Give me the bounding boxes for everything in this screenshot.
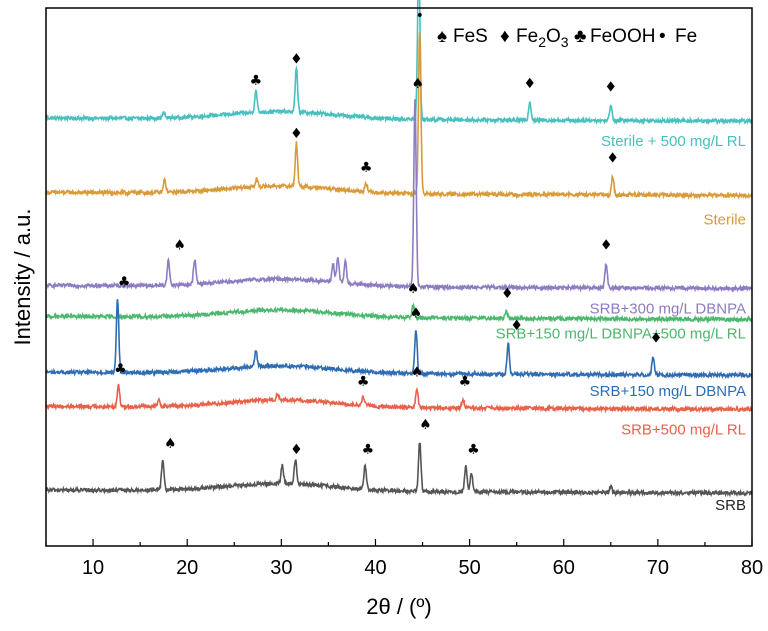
legend-label-3: Fe	[675, 26, 697, 47]
series-line-2	[45, 99, 753, 293]
x-tick-label-0: 10	[82, 557, 104, 579]
series-label-5: SRB+500 mg/L RL	[621, 421, 746, 438]
axis-layer: 10 20 30 40 50 60 70 80 2θ / (º) Intensity / a.u.	[10, 7, 763, 619]
phase-marker-3-1: ♦	[501, 286, 514, 302]
x-tick-label-1: 20	[176, 557, 198, 579]
legend-symbol-3: •	[659, 26, 666, 47]
marker-layer: ♣ ♦ • ♦ ♦ ♦ ♣ • ♦ ♠ ♠ ♦ ♠ ♦ ♣ ♠ ♦ ♦ ♣ ♣ ♠ ♣ ♠ ♦ ♣ ♠ ♣	[114, 8, 663, 458]
plot-frame	[45, 7, 753, 547]
phase-marker-2-0: ♠	[173, 237, 186, 253]
x-tick-label-7: 80	[741, 557, 763, 579]
phase-marker-1-2: •	[416, 8, 424, 24]
phase-marker-4-0: ♣	[118, 275, 131, 291]
legend-layer: ♠ FeS ♦ Fe2O3 ♣ FeOOH • Fe	[437, 26, 697, 50]
phase-marker-6-0: ♠	[164, 436, 177, 452]
phase-marker-5-1: ♣	[357, 374, 370, 390]
phase-marker-2-2: ♦	[600, 237, 613, 253]
phase-marker-5-2: ♠	[411, 365, 424, 381]
x-tick-label-2: 30	[270, 557, 292, 579]
series-line-0	[45, 0, 753, 126]
legend-label-0: FeS	[453, 26, 488, 47]
series-line-5	[45, 383, 753, 414]
x-tick-label-3: 40	[364, 557, 386, 579]
y-axis-title: Intensity / a.u.	[10, 209, 35, 346]
series-label-1: Sterile	[703, 211, 746, 228]
series-line-4	[45, 299, 753, 380]
series-label-2: SRB+300 mg/L DBNPA	[590, 300, 746, 317]
x-tick-label-4: 50	[458, 557, 480, 579]
series-label-3: SRB+150 mg/L DBNPA+500 mg/L RL	[496, 325, 746, 342]
legend-label-2: FeOOH	[590, 26, 655, 47]
phase-marker-3-0: ♠	[407, 281, 420, 297]
series-label-6: SRB	[715, 497, 746, 514]
x-tick-label-6: 70	[647, 557, 669, 579]
series-label-4: SRB+150 mg/L DBNPA	[590, 383, 746, 400]
phase-marker-4-2: ♦	[510, 318, 523, 334]
x-tick-label-5: 60	[553, 557, 575, 579]
legend-symbol-0: ♠	[437, 26, 447, 47]
legend-symbol-1: ♦	[500, 26, 510, 47]
phase-marker-2-1: ♠	[412, 76, 425, 92]
phase-marker-6-4: ♣	[467, 442, 480, 458]
phase-marker-6-3: ♠	[419, 417, 432, 433]
series-layer: Sterile + 500 mg/L RL Sterile SRB+300 mg/L…	[45, 0, 753, 514]
legend-label-1: Fe2O3	[516, 26, 569, 50]
phase-marker-4-1: ♠	[410, 306, 423, 322]
phase-marker-1-0: ♦	[290, 126, 303, 142]
phase-marker-4-3: ♦	[650, 330, 663, 346]
phase-marker-1-3: ♦	[606, 151, 619, 167]
phase-marker-0-1: ♦	[290, 51, 303, 67]
phase-marker-6-2: ♣	[362, 442, 375, 458]
series-label-0: Sterile + 500 mg/L RL	[601, 133, 746, 150]
x-axis-title: 2θ / (º)	[366, 594, 432, 619]
legend-symbol-2: ♣	[574, 26, 586, 47]
phase-marker-5-3: ♣	[459, 374, 472, 390]
phase-marker-5-0: ♣	[114, 361, 127, 377]
phase-marker-0-0: ♣	[250, 73, 263, 89]
series-line-1	[45, 32, 753, 201]
phase-marker-6-1: ♦	[290, 442, 303, 458]
series-line-3	[45, 302, 753, 324]
phase-marker-1-1: ♣	[360, 160, 373, 176]
phase-marker-0-3: ♦	[524, 76, 537, 92]
series-line-6	[45, 442, 753, 498]
phase-marker-0-4: ♦	[605, 79, 618, 95]
